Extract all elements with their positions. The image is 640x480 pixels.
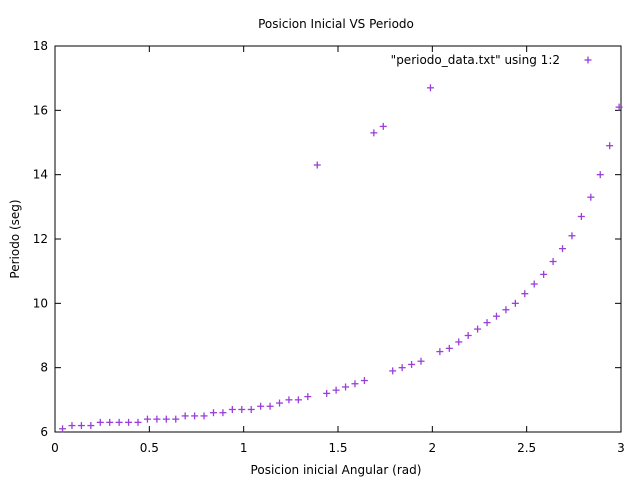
data-point <box>483 319 491 327</box>
x-tick-label: 1 <box>240 441 248 455</box>
data-point <box>464 332 472 339</box>
x-tick-label: 3 <box>617 441 625 455</box>
data-point <box>511 299 519 307</box>
data-point <box>540 270 548 278</box>
data-point <box>559 245 567 253</box>
data-point <box>238 405 246 413</box>
data-point <box>455 338 463 346</box>
data-point <box>342 383 350 391</box>
data-point <box>502 306 510 314</box>
data-point <box>191 412 199 420</box>
x-axis-ticks: 0 0.5 1 1.5 2 2.5 3 <box>51 46 625 455</box>
data-point <box>68 422 76 430</box>
data-point <box>587 193 595 201</box>
data-point <box>568 232 576 240</box>
data-point <box>606 142 614 150</box>
data-point <box>247 405 255 413</box>
data-point <box>276 399 284 407</box>
data-point <box>294 396 302 404</box>
data-point <box>389 367 397 375</box>
data-point <box>125 418 133 426</box>
data-point <box>304 393 312 401</box>
x-tick-label: 2.5 <box>517 441 536 455</box>
data-point <box>370 129 378 137</box>
y-axis-label: Periodo (seg) <box>8 199 22 278</box>
data-point <box>492 312 500 320</box>
data-point <box>436 348 444 356</box>
y-tick-label: 14 <box>33 168 48 182</box>
legend-marker <box>584 56 592 64</box>
data-point <box>379 122 387 130</box>
y-tick-label: 6 <box>40 425 48 439</box>
data-point <box>209 409 217 417</box>
x-tick-label: 0 <box>51 441 59 455</box>
data-point <box>106 418 114 426</box>
data-point <box>351 380 359 388</box>
data-point <box>96 418 104 426</box>
legend-label: "periodo_data.txt" using 1:2 <box>391 53 560 67</box>
data-point <box>228 405 236 413</box>
data-points <box>59 84 623 433</box>
data-point <box>134 418 142 426</box>
x-tick-label: 2 <box>429 441 437 455</box>
x-tick-label: 1.5 <box>328 441 347 455</box>
data-point <box>200 412 208 420</box>
data-point <box>417 357 425 365</box>
data-point <box>332 386 340 394</box>
data-point <box>530 280 538 288</box>
data-point <box>162 415 170 423</box>
data-point <box>549 258 557 266</box>
data-point <box>143 415 151 423</box>
data-point <box>445 344 453 352</box>
data-point <box>266 402 274 410</box>
y-tick-label: 18 <box>33 39 48 53</box>
y-axis-ticks: 6 8 10 12 14 16 18 <box>33 39 621 439</box>
data-point <box>219 409 227 417</box>
data-point <box>257 402 265 410</box>
data-point <box>521 290 529 298</box>
data-point <box>313 161 321 169</box>
data-point <box>172 415 180 423</box>
data-point <box>323 389 331 397</box>
y-tick-label: 8 <box>40 361 48 375</box>
data-point <box>426 84 434 92</box>
data-point <box>398 364 406 372</box>
data-point <box>59 425 67 433</box>
data-point <box>596 171 604 179</box>
data-point <box>77 422 85 430</box>
data-point <box>408 360 416 368</box>
legend-plus-marker <box>584 56 592 64</box>
data-point <box>577 212 585 220</box>
x-tick-label: 0.5 <box>140 441 159 455</box>
data-point <box>474 325 482 333</box>
y-tick-label: 10 <box>33 296 48 310</box>
y-tick-label: 16 <box>33 103 48 117</box>
chart-title: Posicion Inicial VS Periodo <box>258 17 414 31</box>
data-point <box>360 377 368 385</box>
data-point <box>615 103 623 111</box>
legend: "periodo_data.txt" using 1:2 <box>391 53 592 67</box>
data-point <box>285 396 293 404</box>
data-point <box>87 422 95 430</box>
x-axis-label: Posicion inicial Angular (rad) <box>251 463 422 477</box>
data-point <box>153 415 161 423</box>
data-point <box>181 412 189 420</box>
y-tick-label: 12 <box>33 232 48 246</box>
data-point <box>115 418 123 426</box>
plot-frame <box>54 45 622 433</box>
